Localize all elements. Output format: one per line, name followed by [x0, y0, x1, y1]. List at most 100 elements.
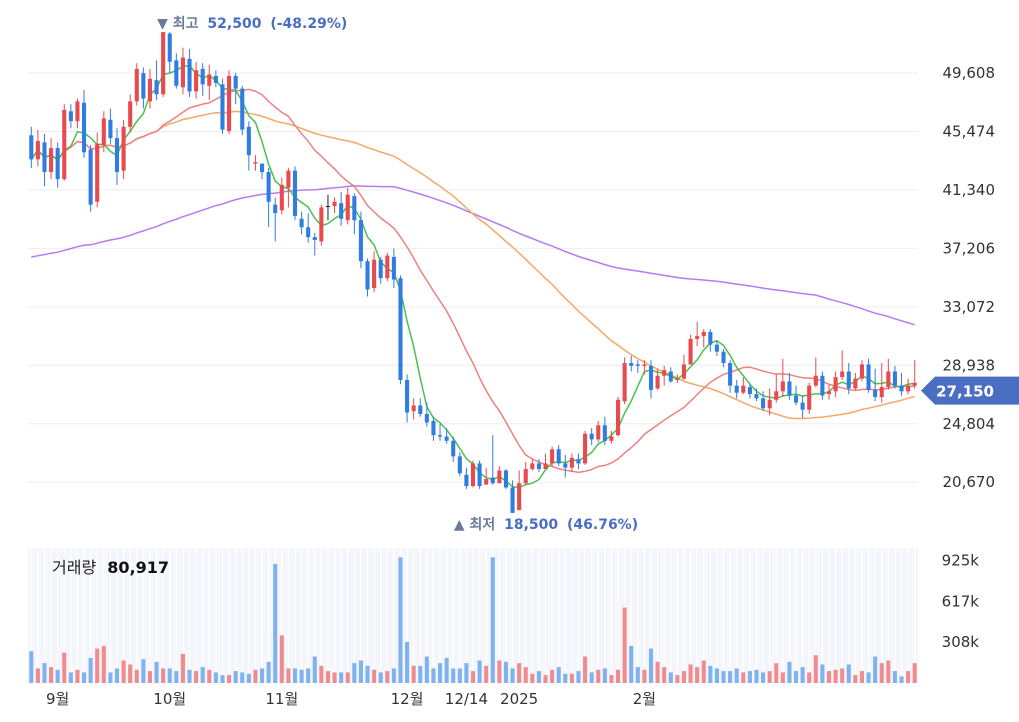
- price-grid: [28, 72, 918, 483]
- candle: [154, 60, 159, 100]
- time-tick-label: 2025: [500, 690, 538, 708]
- candle-body: [906, 385, 911, 392]
- candle: [530, 459, 535, 471]
- candle: [826, 384, 832, 400]
- volume-axis: 308k 617k 925k: [942, 552, 980, 652]
- candle: [741, 377, 746, 395]
- candle: [114, 128, 120, 185]
- volume-tick-label: 925k: [942, 552, 980, 570]
- volume-bar: [233, 671, 238, 683]
- price-tick-label: 41,340: [943, 181, 996, 199]
- candle-body: [200, 68, 205, 85]
- candle: [859, 360, 865, 382]
- volume-bar: [114, 668, 120, 683]
- candle: [411, 398, 416, 420]
- candle: [675, 374, 680, 383]
- candle: [655, 368, 660, 390]
- candle: [75, 98, 80, 129]
- candle-body: [879, 387, 884, 397]
- candle: [266, 167, 271, 228]
- candle: [319, 204, 324, 246]
- candle: [787, 372, 792, 400]
- ma120-line: [31, 185, 915, 326]
- candle-body: [405, 379, 410, 413]
- time-axis: 9월 10월 11월 12월 12/14 2025 2월: [46, 690, 656, 708]
- candle-body: [128, 101, 133, 127]
- candle-body: [747, 387, 752, 395]
- candle-body: [662, 370, 667, 376]
- candle: [470, 460, 476, 488]
- candle: [609, 430, 614, 444]
- volume-bar: [62, 652, 67, 683]
- volume-bar: [583, 656, 588, 683]
- candle-body: [708, 331, 713, 345]
- candle: [372, 251, 377, 293]
- candle-body: [464, 474, 469, 487]
- candle: [167, 32, 172, 74]
- candle-body: [569, 457, 574, 468]
- candle-body: [95, 143, 100, 202]
- candle-body: [451, 440, 456, 457]
- candle: [688, 334, 693, 365]
- volume-bar: [391, 668, 396, 683]
- candle: [840, 350, 845, 380]
- candle: [695, 322, 700, 347]
- candle-body: [352, 196, 357, 221]
- volume-bar: [503, 661, 509, 683]
- candle-body: [622, 363, 627, 402]
- candle-body: [635, 364, 640, 366]
- volume-bar: [714, 668, 719, 683]
- candle-body: [826, 391, 832, 395]
- candle: [596, 421, 601, 443]
- candle: [635, 360, 640, 373]
- volume-bar: [68, 672, 73, 683]
- candle: [147, 68, 153, 109]
- candle: [536, 459, 541, 472]
- candle-body: [523, 469, 528, 484]
- candle: [747, 384, 752, 399]
- volume-bar: [675, 675, 680, 683]
- candle: [121, 119, 126, 180]
- volume-bar: [840, 668, 845, 683]
- volume-bar: [899, 676, 904, 683]
- candle: [141, 67, 146, 109]
- volume-bar: [55, 669, 60, 683]
- candle: [484, 467, 489, 485]
- volume-bar: [398, 557, 403, 683]
- volume-bar: [589, 672, 594, 683]
- candle: [62, 104, 67, 181]
- candle-body: [754, 394, 759, 399]
- volume-bar: [147, 671, 153, 683]
- candle-body: [853, 378, 858, 389]
- candle-body: [391, 256, 396, 280]
- candle: [299, 211, 304, 235]
- candle-body: [510, 487, 515, 513]
- candle-body: [62, 109, 67, 180]
- candle-body: [154, 80, 159, 95]
- candle: [95, 132, 100, 208]
- candle-body: [418, 405, 423, 414]
- volume-bar: [622, 607, 627, 683]
- candle: [101, 111, 106, 153]
- candle: [227, 70, 232, 134]
- volume-bar: [734, 668, 739, 683]
- candle-body: [787, 381, 792, 396]
- volume-bar: [912, 663, 917, 683]
- candle-body: [840, 371, 845, 378]
- candle-body: [543, 463, 548, 470]
- volume-bar: [761, 672, 766, 683]
- candle-body: [35, 140, 40, 160]
- candle-body: [536, 463, 541, 470]
- candle: [615, 396, 621, 437]
- volume-bar: [563, 673, 568, 683]
- volume-bar: [846, 664, 851, 683]
- volume-bar: [437, 663, 443, 683]
- candle: [200, 63, 205, 96]
- candle-body: [642, 364, 647, 366]
- candle: [556, 445, 561, 467]
- candlestick-series: [29, 32, 917, 513]
- candle: [912, 360, 917, 389]
- candle-body: [576, 459, 581, 464]
- low-price-prefix: ▲ 최저: [454, 517, 495, 533]
- volume-bar: [431, 668, 436, 683]
